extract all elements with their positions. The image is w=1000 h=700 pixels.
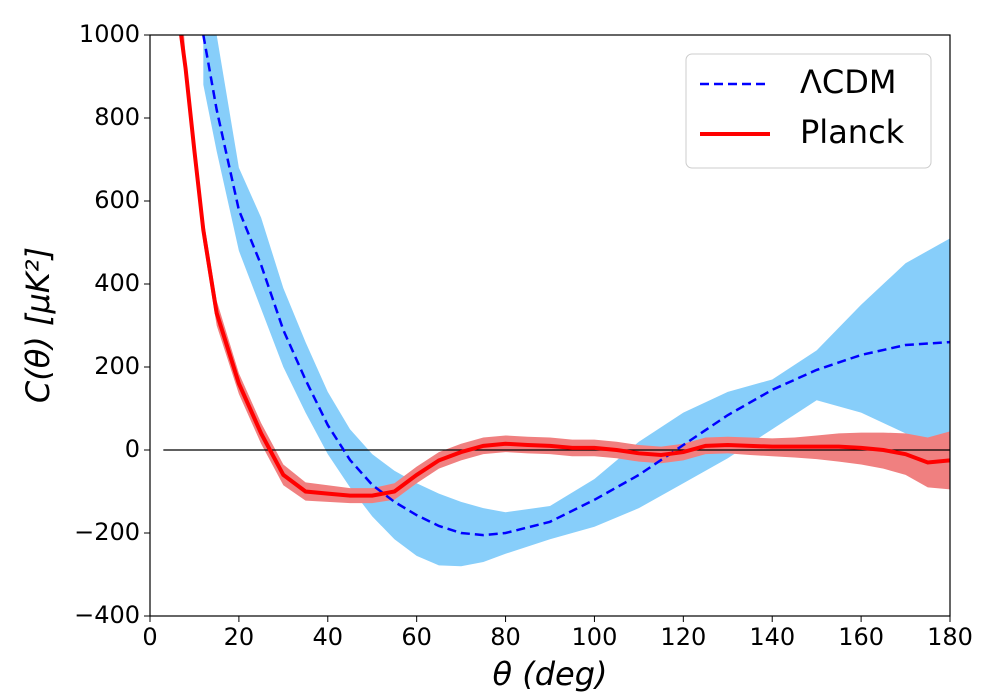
y-tick-label: 600 <box>94 186 140 214</box>
x-tick-label: 60 <box>401 623 432 651</box>
series-line <box>179 35 950 498</box>
y-tick-label: 0 <box>125 435 140 463</box>
x-tick-label: 80 <box>490 623 521 651</box>
x-tick-label: 180 <box>927 623 973 651</box>
x-tick-label: 140 <box>749 623 795 651</box>
x-axis-label: θ (deg) <box>492 655 607 693</box>
legend-box <box>685 53 932 169</box>
y-tick-label: −400 <box>74 601 140 629</box>
axes-frame <box>149 34 951 617</box>
x-tick-label: 120 <box>660 623 706 651</box>
y-tick-label: −200 <box>74 518 140 546</box>
legend: ΛCDM Planck <box>685 53 932 169</box>
y-tick-label: 800 <box>94 103 140 131</box>
y-tick-label: 200 <box>94 352 140 380</box>
error-band <box>181 35 950 504</box>
x-tick-label: 160 <box>838 623 884 651</box>
x-tick-label: 40 <box>313 623 344 651</box>
x-tick-label: 20 <box>224 623 255 651</box>
x-tick-label: 0 <box>142 623 157 651</box>
plot-area <box>163 35 950 567</box>
y-tick-label: 1000 <box>79 20 140 48</box>
legend-label: Planck <box>800 113 905 151</box>
x-tick-label: 100 <box>572 623 618 651</box>
legend-label: ΛCDM <box>800 63 896 101</box>
y-tick-label: 400 <box>94 269 140 297</box>
y-axis-label: C(θ) [μK²] <box>19 247 57 403</box>
error-band <box>203 35 950 567</box>
series-line <box>202 35 950 537</box>
